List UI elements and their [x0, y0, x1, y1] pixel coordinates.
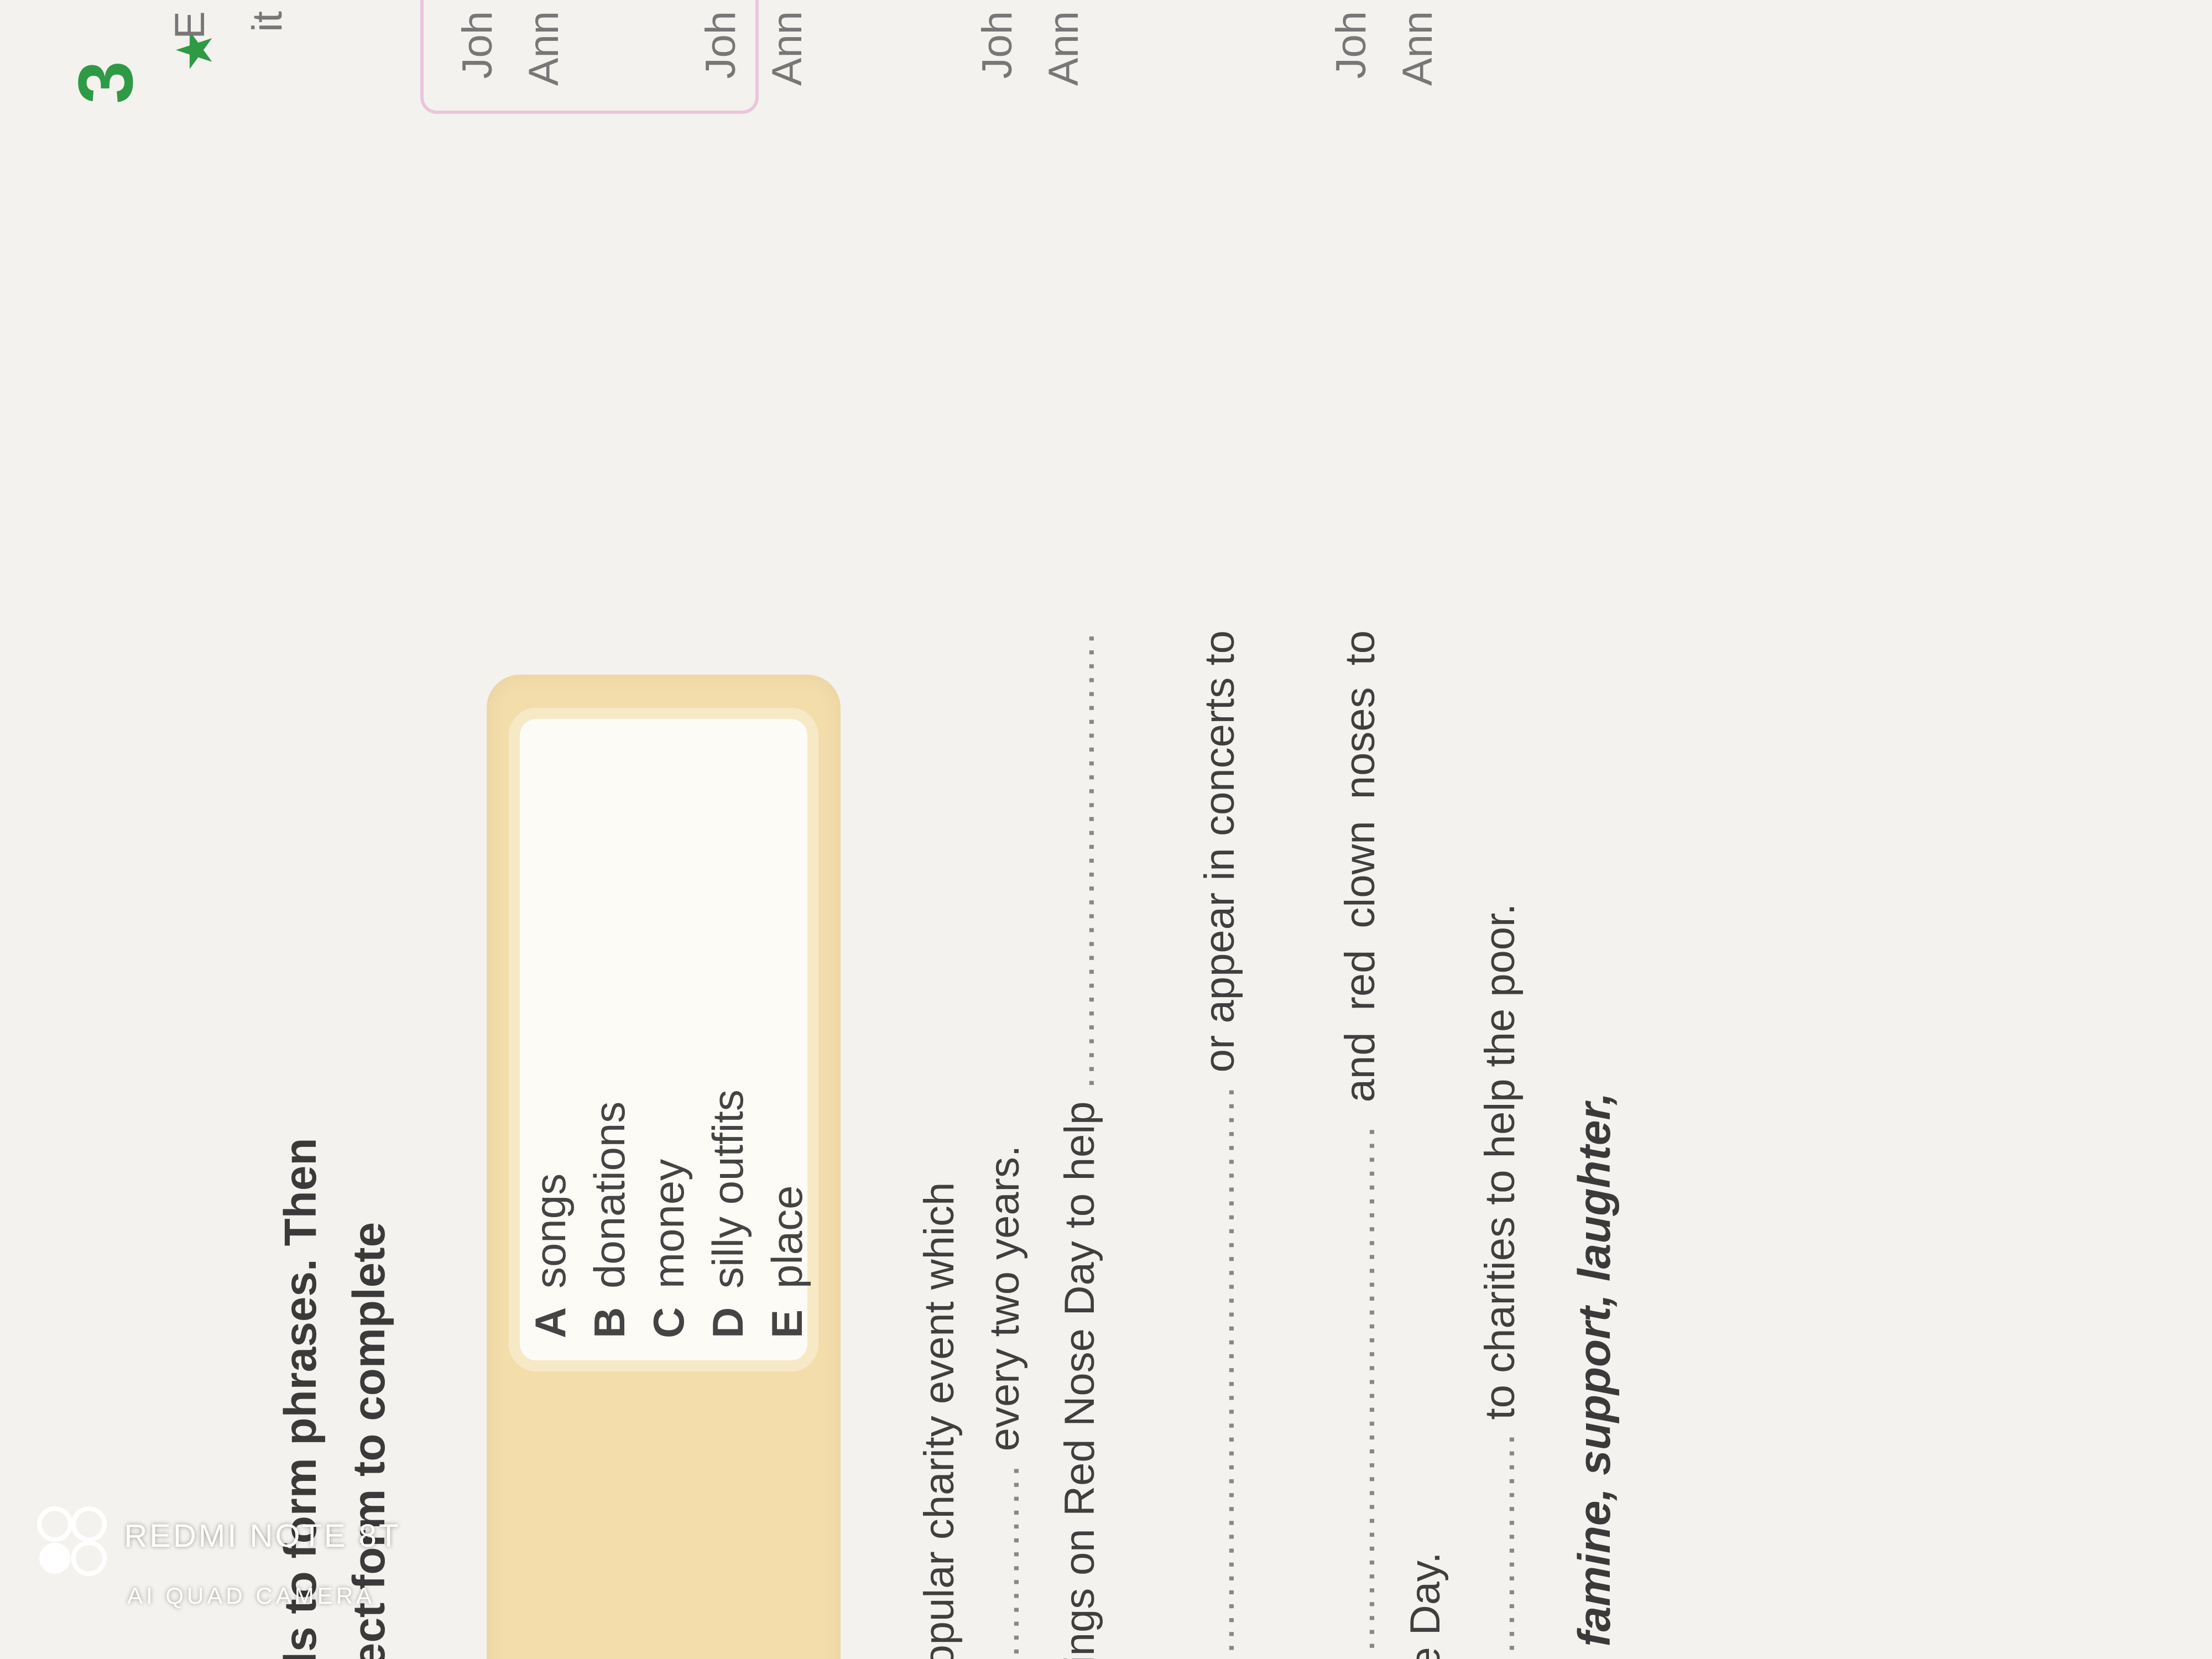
- match-option: Cmoney: [644, 741, 694, 1338]
- matching-right-column: Asongs Bdonations Cmoney Dsilly outfits …: [509, 708, 818, 1371]
- fill-sentences: 1 Comic Relief is a popular charity even…: [907, 630, 1543, 1659]
- blank[interactable]: ........................................…: [1196, 1084, 1243, 1659]
- match-option: Bdonations: [585, 741, 635, 1338]
- textbook-page: c, d Vocabulary 1 ★Match the words to fo…: [0, 0, 1659, 1659]
- blank[interactable]: ........................................: [981, 1463, 1028, 1659]
- match-option: Asongs: [525, 741, 576, 1338]
- blank[interactable]: ................................: [1477, 1432, 1524, 1659]
- blank[interactable]: .................................: [1056, 630, 1103, 1089]
- match-option: Dsilly outfits: [703, 741, 753, 1338]
- camera-watermark: REDMI NOTE 8T AI QUAD CAMERA: [33, 1503, 400, 1609]
- exercise-2-instruction: 2 ★Fill in: viewers, famine, support, la…: [1559, 608, 1628, 1659]
- side-exercise-number: 3: [61, 61, 150, 104]
- matching-box: 1raise 2record 3wear 4take 5make Asongs …: [487, 675, 841, 1659]
- quad-camera-icon: [33, 1503, 111, 1580]
- match-option: Eplace: [762, 741, 812, 1338]
- blank[interactable]: ......................................: [1337, 1124, 1384, 1651]
